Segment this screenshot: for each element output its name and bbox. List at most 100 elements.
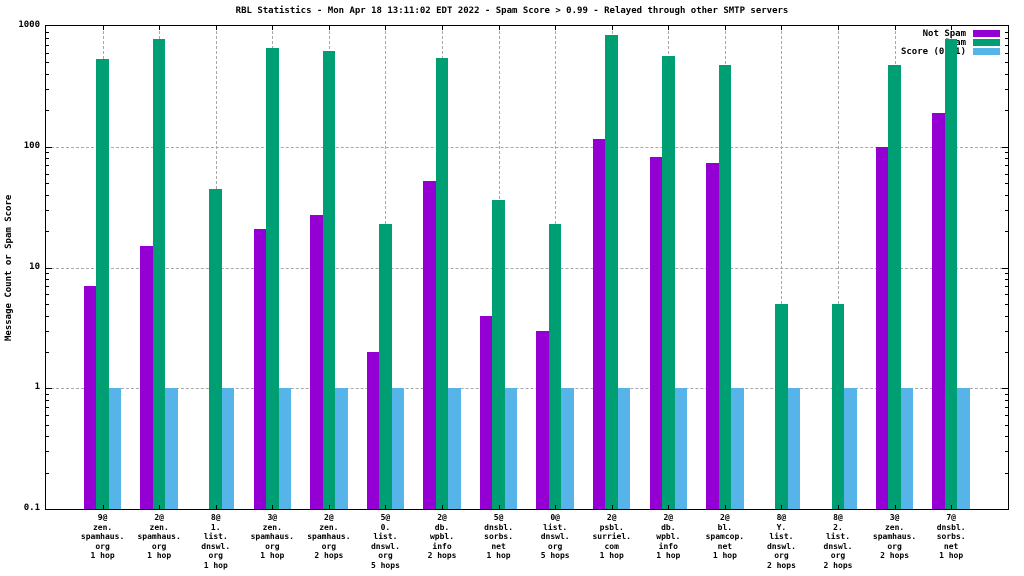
x-tick xyxy=(215,505,217,509)
x-tick-label: 2@ zen. spamhaus. org 2 hops xyxy=(307,513,351,560)
x-tick xyxy=(328,26,330,30)
plot-area: Not SpamSpamScore (0..1) xyxy=(45,25,1009,510)
x-tick xyxy=(328,505,330,509)
x-tick-label: 7@ dnsbl. sorbs. net 1 hop xyxy=(936,513,966,560)
y-tick xyxy=(1005,52,1008,54)
bar-spam xyxy=(662,56,675,509)
chart-title: RBL Statistics - Mon Apr 18 13:11:02 EDT… xyxy=(235,6,789,16)
bar-score-0-1- xyxy=(731,388,744,509)
y-tick xyxy=(1005,158,1008,160)
bar-not-spam xyxy=(649,157,663,509)
y-tick xyxy=(1005,303,1008,305)
y-tick xyxy=(46,286,49,288)
y-tick xyxy=(46,62,49,64)
bar-score-0-1- xyxy=(108,388,122,509)
x-tick-label: 2@ zen. spamhaus. org 1 hop xyxy=(137,513,181,560)
y-tick xyxy=(46,472,49,474)
y-tick xyxy=(46,279,49,281)
x-tick xyxy=(555,26,557,30)
y-tick xyxy=(46,37,49,39)
x-tick-label: 9@ zen. spamhaus. org 1 hop xyxy=(80,513,125,560)
y-tick xyxy=(46,44,49,46)
y-tick xyxy=(1005,286,1008,288)
y-tick xyxy=(1005,110,1008,112)
y-tick xyxy=(1005,37,1008,39)
y-tick xyxy=(46,158,49,160)
x-tick xyxy=(555,505,557,509)
bar-score-0-1- xyxy=(278,388,292,509)
y-tick xyxy=(1005,231,1008,233)
bar-spam xyxy=(831,303,845,509)
y-tick xyxy=(1005,89,1008,91)
y-tick xyxy=(46,330,49,332)
x-tick-label: 3@ zen. spamhaus. org 1 hop xyxy=(250,513,294,560)
bar-score-0-1- xyxy=(957,388,970,509)
x-tick xyxy=(611,26,613,30)
bar-spam xyxy=(96,59,109,509)
x-gridline xyxy=(781,26,783,509)
y-tick xyxy=(46,351,49,353)
bar-score-0-1- xyxy=(448,388,461,509)
x-tick xyxy=(159,26,161,30)
y-tick xyxy=(1005,62,1008,64)
x-tick-label: 5@ 0. list. dnswl. org 5 hops xyxy=(370,513,400,570)
bar-score-0-1- xyxy=(617,388,631,509)
x-tick xyxy=(385,26,387,30)
legend-swatch xyxy=(973,30,1000,37)
x-tick xyxy=(611,505,613,509)
x-tick-label: 8@ Y. list. dnswl. org 2 hops xyxy=(766,513,796,570)
x-tick-label: 3@ zen. spamhaus. org 2 hops xyxy=(872,513,917,560)
y-tick xyxy=(46,436,49,438)
y-tick xyxy=(46,303,49,305)
y-tick xyxy=(1005,406,1008,408)
x-tick xyxy=(951,26,953,30)
x-tick-label: 8@ 1. list. dnswl. org 1 hop xyxy=(201,513,231,570)
bar-spam xyxy=(379,223,392,509)
y-tick xyxy=(46,294,49,296)
x-tick xyxy=(442,505,444,509)
x-tick xyxy=(442,26,444,30)
y-tick xyxy=(1005,183,1008,185)
y-tick xyxy=(1005,415,1008,417)
x-tick xyxy=(838,505,839,509)
bar-not-spam xyxy=(479,315,493,509)
y-tick xyxy=(46,273,49,275)
legend-label: Score (0..1) xyxy=(900,46,966,57)
bar-score-0-1- xyxy=(504,388,518,509)
x-tick-label: 0@ list. dnswl. org 5 hops xyxy=(540,513,570,560)
bar-spam xyxy=(718,64,732,509)
y-tick xyxy=(46,315,49,317)
bar-not-spam xyxy=(423,181,436,509)
y-tick xyxy=(1005,451,1008,453)
y-gridline xyxy=(46,388,1008,390)
y-tick xyxy=(1005,393,1008,395)
bar-not-spam xyxy=(366,351,380,509)
bar-spam xyxy=(492,200,505,509)
bar-score-0-1- xyxy=(900,388,914,509)
y-tick xyxy=(1005,44,1008,46)
y-tick-label: 1 xyxy=(34,382,40,393)
x-gridline xyxy=(838,26,839,509)
x-tick xyxy=(215,26,217,30)
y-tick xyxy=(46,89,49,91)
y-tick xyxy=(46,146,52,148)
y-tick xyxy=(46,173,49,175)
bar-spam xyxy=(152,39,166,509)
y-tick xyxy=(1005,194,1008,196)
x-tick xyxy=(102,505,104,509)
y-tick xyxy=(46,74,49,76)
x-tick xyxy=(894,26,896,30)
y-tick xyxy=(46,31,49,33)
bar-score-0-1- xyxy=(221,388,235,509)
x-axis-labels: 9@ zen. spamhaus. org 1 hop 2@ zen. spamh… xyxy=(45,513,1009,575)
y-tick xyxy=(1005,315,1008,317)
y-tick-label: 100 xyxy=(23,140,40,151)
bar-not-spam xyxy=(140,246,153,509)
x-tick xyxy=(272,505,274,509)
y-tick xyxy=(46,183,49,185)
bar-not-spam xyxy=(253,228,267,509)
bar-not-spam xyxy=(310,215,323,509)
y-tick xyxy=(46,194,49,196)
legend-label: Not Spam xyxy=(922,28,966,39)
x-tick xyxy=(724,505,726,509)
